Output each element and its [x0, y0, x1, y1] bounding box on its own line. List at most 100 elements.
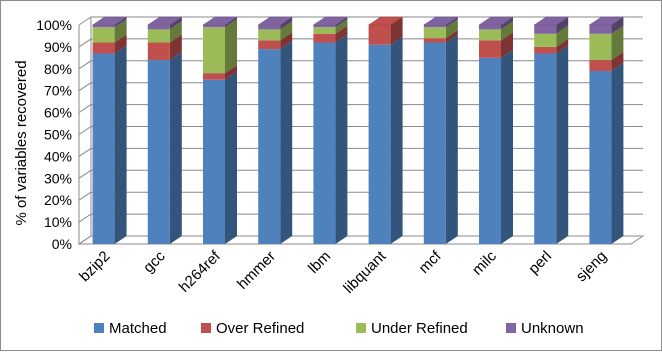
bar-side [114, 34, 127, 54]
x-category-label: hmmer [234, 248, 279, 293]
bar-front [423, 27, 446, 39]
bar-side [445, 30, 458, 43]
bar-top [588, 16, 625, 26]
bar-side [611, 62, 624, 244]
x-category-label: lbm [305, 248, 334, 277]
bar-side [225, 19, 237, 74]
bar-segment-over-refined [92, 34, 127, 54]
y-tick-label: 80% [44, 61, 72, 77]
bar-segment-matched [92, 45, 127, 244]
y-tick-label: 10% [44, 214, 72, 230]
bar-segment-over-refined [367, 16, 404, 45]
bar-segment-unknown [312, 16, 349, 28]
bar-segment-over-refined [203, 65, 237, 80]
gridline-depth [78, 60, 92, 70]
bar-front [258, 40, 281, 50]
bar-side [445, 34, 458, 244]
bar-side [501, 49, 513, 244]
bar-front [313, 27, 336, 34]
bar-front [92, 27, 115, 43]
gridline-depth [78, 147, 92, 157]
bar-segment-matched [534, 45, 569, 244]
bar-top [91, 16, 128, 26]
bar-front [203, 27, 225, 74]
bar-front [92, 25, 115, 28]
bar-front [368, 25, 391, 45]
bar-side [280, 21, 293, 41]
bar-segment-matched [313, 34, 348, 244]
bar-top [312, 16, 349, 26]
bar-segment-under-refined [589, 25, 624, 61]
bar-front [589, 33, 612, 61]
bar-side [556, 45, 569, 244]
bar-side [335, 19, 348, 34]
bar-front [534, 53, 557, 244]
bar-segment-matched [479, 49, 513, 244]
bar-front [534, 33, 557, 47]
bar-segment-over-refined [589, 52, 624, 71]
bar-side [335, 34, 348, 244]
bar-segment-over-refined [313, 25, 348, 43]
bar-segment-over-refined [258, 32, 293, 50]
bar-side [556, 38, 569, 54]
bar-front [423, 42, 446, 244]
x-category-label: milc [469, 247, 500, 278]
bar-segment-matched [258, 41, 293, 245]
bar-front [203, 25, 225, 28]
bar-side [390, 36, 403, 245]
bar-segment-under-refined [313, 19, 348, 34]
bar-segment-under-refined [147, 21, 182, 43]
bar-segment-matched [147, 52, 182, 244]
bar-segment-unknown [257, 16, 294, 30]
x-category-label: perl [525, 248, 555, 278]
legend-swatch [506, 323, 516, 333]
bar-segment-over-refined [147, 34, 182, 61]
bar-side [390, 17, 403, 45]
bar-segment-unknown [202, 16, 238, 28]
y-tick-label: 50% [44, 127, 72, 143]
bar-side [169, 17, 182, 30]
legend-swatch [356, 323, 366, 333]
bar-front [534, 46, 557, 54]
bar-segment-under-refined [534, 25, 569, 47]
y-tick-label: 20% [44, 192, 72, 208]
bar-front [258, 25, 281, 30]
legend-label: Matched [109, 320, 167, 337]
bar-segment-over-refined [423, 30, 458, 43]
y-tick-label: 90% [44, 39, 72, 55]
bar-side [280, 17, 293, 30]
bar-side [611, 17, 624, 34]
legend-label: Under Refined [371, 320, 468, 337]
bar-top [257, 16, 294, 26]
legend-label: Unknown [521, 320, 584, 337]
bar-front [479, 57, 501, 244]
bar-front [423, 38, 446, 43]
bar-front [589, 60, 612, 71]
bar-segment-unknown [533, 16, 570, 34]
bar-front [203, 73, 225, 80]
bar-front [147, 60, 170, 244]
axes [77, 17, 645, 245]
bar-front [147, 42, 170, 61]
gridline-depth [78, 213, 92, 223]
bar-side [556, 17, 569, 34]
bar-segment-matched [203, 71, 237, 244]
bar-segment-over-refined [534, 38, 569, 54]
bar-segment-unknown [146, 16, 183, 30]
gridline-depth [78, 82, 92, 92]
bar-side [445, 17, 458, 28]
bar-segment-matched [423, 34, 458, 244]
bars [91, 16, 625, 245]
bar-front [479, 40, 501, 58]
bar-segment-unknown [91, 16, 128, 28]
bar-front [313, 33, 336, 43]
bar-segment-unknown [588, 16, 625, 34]
bar-front [479, 25, 501, 30]
bar-segment-matched [368, 36, 403, 245]
bar-front [203, 79, 225, 244]
x-category-label: gcc [140, 247, 169, 276]
bar-segment-under-refined [203, 19, 237, 74]
bar-segment-under-refined [423, 19, 458, 39]
bar-front [479, 29, 501, 41]
